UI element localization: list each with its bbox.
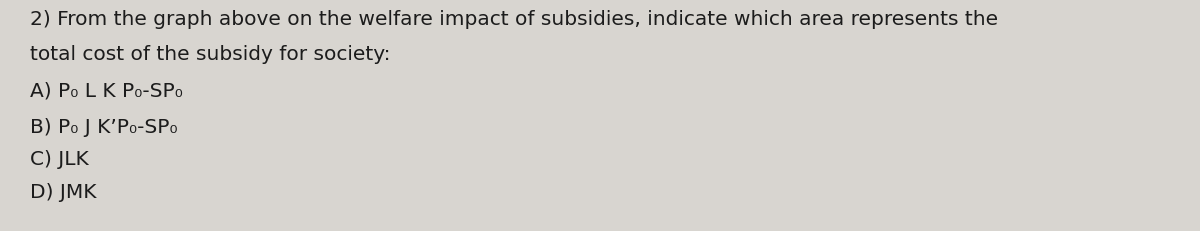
Text: A) P₀ L K P₀-SP₀: A) P₀ L K P₀-SP₀	[30, 82, 182, 100]
Text: 2) From the graph above on the welfare impact of subsidies, indicate which area : 2) From the graph above on the welfare i…	[30, 10, 998, 29]
Text: C) JLK: C) JLK	[30, 149, 89, 168]
Text: B) P₀ J K’P₀-SP₀: B) P₀ J K’P₀-SP₀	[30, 118, 178, 137]
Text: D) JMK: D) JMK	[30, 182, 96, 201]
Text: total cost of the subsidy for society:: total cost of the subsidy for society:	[30, 45, 390, 64]
